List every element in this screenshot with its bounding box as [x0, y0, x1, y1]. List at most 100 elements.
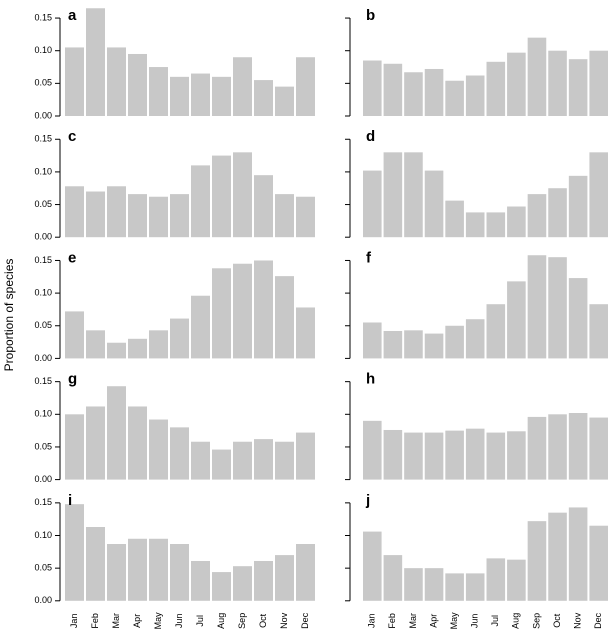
bar: [65, 186, 84, 238]
bar: [486, 61, 506, 116]
bar: [275, 276, 294, 359]
y-tick-label: 0.10: [34, 166, 52, 176]
bar: [65, 311, 84, 359]
bar: [527, 255, 547, 359]
bar: [128, 538, 147, 601]
bar: [404, 330, 423, 359]
bar: [296, 57, 315, 116]
y-tick-label: 0.05: [34, 563, 52, 573]
x-tick-label: Oct: [258, 613, 268, 628]
bar: [404, 432, 423, 480]
y-tick-label: 0.15: [34, 497, 52, 507]
x-tick-label: May: [449, 612, 459, 630]
y-axis-label: Proportion of species: [2, 259, 16, 372]
bar: [527, 416, 547, 480]
y-tick-label: 0.10: [34, 409, 52, 419]
y-tick-label: 0.00: [34, 110, 52, 120]
bar: [589, 525, 608, 601]
bar: [404, 72, 423, 116]
y-tick-label: 0.10: [34, 45, 52, 55]
bar: [275, 555, 294, 601]
bar: [254, 439, 273, 480]
bar: [383, 63, 403, 116]
bar: [170, 427, 189, 480]
bar: [191, 165, 210, 238]
bar: [486, 558, 506, 601]
panel-label: d: [366, 128, 375, 145]
bar: [363, 531, 382, 601]
bar: [65, 47, 84, 116]
panel-label: g: [68, 371, 77, 388]
y-tick-label: 0.05: [34, 78, 52, 88]
bar: [65, 414, 84, 480]
bar: [107, 543, 126, 601]
bar: [465, 319, 485, 359]
bar: [128, 194, 147, 238]
y-tick-label: 0.10: [34, 287, 52, 297]
bar: [548, 188, 567, 238]
bar: [212, 268, 231, 359]
x-tick-label: Apr: [132, 614, 142, 628]
bar: [465, 573, 485, 601]
bar: [296, 432, 315, 480]
bar: [445, 573, 464, 601]
x-tick-label: Sep: [531, 613, 541, 629]
panel-label: e: [68, 249, 76, 266]
bar: [424, 432, 444, 480]
bar: [548, 512, 567, 601]
x-tick-label: Mar: [408, 613, 418, 629]
x-tick-label: Nov: [279, 612, 289, 629]
bar: [383, 330, 403, 359]
bar: [191, 73, 210, 116]
bar: [149, 196, 168, 238]
bar: [107, 186, 126, 238]
bar: [404, 568, 423, 601]
bar: [568, 59, 588, 116]
bar: [445, 430, 464, 480]
panel-label: f: [366, 249, 372, 266]
y-tick-label: 0.10: [34, 530, 52, 540]
y-tick-label: 0.05: [34, 441, 52, 451]
bar: [445, 80, 464, 116]
x-tick-label: Aug: [216, 613, 226, 629]
x-tick-label: May: [153, 612, 163, 630]
bar: [65, 504, 84, 601]
bar: [424, 68, 444, 116]
y-tick-label: 0.15: [34, 376, 52, 386]
bar: [589, 50, 608, 116]
x-tick-label: Aug: [511, 613, 521, 629]
x-tick-label: Jan: [367, 614, 377, 629]
bar: [233, 566, 252, 601]
bar: [548, 257, 567, 359]
bar: [212, 76, 231, 116]
x-tick-label: Feb: [90, 613, 100, 629]
bar: [212, 449, 231, 480]
x-tick-label: Jul: [490, 615, 500, 627]
x-tick-label: Jul: [195, 615, 205, 627]
bar: [275, 194, 294, 238]
bar: [383, 429, 403, 480]
bar: [589, 304, 608, 359]
bar: [128, 338, 147, 359]
bar: [568, 507, 588, 601]
bar: [170, 318, 189, 359]
bar: [128, 406, 147, 480]
y-tick-label: 0.00: [34, 474, 52, 484]
bar: [507, 559, 526, 601]
bar: [568, 175, 588, 238]
bar: [548, 50, 567, 116]
bar: [424, 333, 444, 359]
bar: [296, 307, 315, 359]
bar: [170, 76, 189, 116]
bar: [568, 278, 588, 359]
bar: [548, 414, 567, 480]
bar: [363, 420, 382, 480]
bar: [233, 263, 252, 359]
bar: [170, 543, 189, 601]
panel-label: j: [365, 492, 370, 509]
bar: [233, 152, 252, 238]
bar: [149, 67, 168, 116]
bar: [275, 441, 294, 480]
bar: [233, 441, 252, 480]
